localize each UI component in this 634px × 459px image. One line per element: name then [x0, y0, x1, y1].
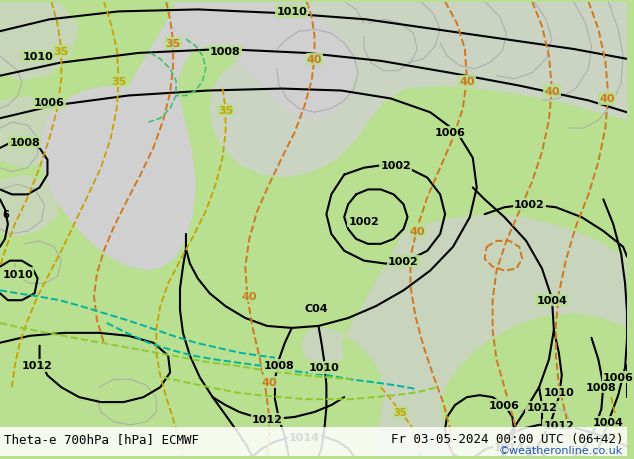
Text: 1006: 1006: [34, 98, 65, 108]
Text: 1012: 1012: [252, 414, 283, 424]
Text: 35: 35: [611, 432, 625, 442]
Polygon shape: [39, 2, 356, 271]
Text: 1010: 1010: [276, 7, 307, 17]
Text: 40: 40: [600, 94, 615, 104]
Polygon shape: [0, 2, 79, 81]
Text: 1008: 1008: [10, 138, 40, 148]
Polygon shape: [0, 427, 627, 457]
Text: 1010: 1010: [309, 363, 340, 373]
Text: 40: 40: [544, 86, 560, 96]
Text: 1006: 1006: [434, 128, 465, 138]
Text: 1010: 1010: [543, 387, 574, 397]
Text: 1002: 1002: [514, 200, 545, 210]
Text: 1014: 1014: [494, 442, 525, 452]
Text: C04: C04: [305, 303, 328, 313]
Text: ©weatheronline.co.uk: ©weatheronline.co.uk: [499, 445, 623, 454]
Text: 1008: 1008: [264, 361, 294, 371]
Text: 35: 35: [111, 77, 126, 86]
Text: 1006: 1006: [603, 373, 633, 382]
Text: 35: 35: [218, 106, 233, 116]
Text: 1010: 1010: [3, 269, 33, 279]
Text: 1008: 1008: [210, 47, 241, 57]
Text: 1014: 1014: [289, 432, 320, 442]
Text: Fr 03-05-2024 00:00 UTC (06+42): Fr 03-05-2024 00:00 UTC (06+42): [391, 431, 623, 445]
Text: 1002: 1002: [349, 217, 379, 227]
Text: 40: 40: [307, 55, 322, 65]
Polygon shape: [168, 2, 627, 178]
Polygon shape: [0, 175, 60, 237]
Text: 1004: 1004: [593, 417, 624, 427]
Text: 40: 40: [242, 291, 257, 302]
Text: 1010: 1010: [22, 52, 53, 62]
Text: 35: 35: [165, 39, 181, 49]
Text: 1008: 1008: [586, 382, 617, 392]
Text: 40: 40: [410, 226, 425, 236]
Text: 1002: 1002: [388, 256, 419, 266]
Text: 1002: 1002: [380, 160, 411, 170]
Polygon shape: [302, 215, 627, 457]
Text: 35: 35: [54, 47, 69, 57]
Polygon shape: [0, 96, 69, 168]
Text: 6: 6: [2, 210, 9, 220]
Text: 1012: 1012: [543, 420, 574, 430]
Text: 40: 40: [261, 377, 277, 387]
Text: 1004: 1004: [536, 296, 567, 306]
Text: Theta-e 700hPa [hPa] ECMWF: Theta-e 700hPa [hPa] ECMWF: [4, 431, 199, 445]
Text: 40: 40: [459, 77, 475, 86]
Text: 1012: 1012: [527, 402, 557, 412]
Text: 35: 35: [394, 407, 407, 417]
Text: 1006: 1006: [489, 400, 520, 410]
Text: 1012: 1012: [22, 361, 53, 371]
